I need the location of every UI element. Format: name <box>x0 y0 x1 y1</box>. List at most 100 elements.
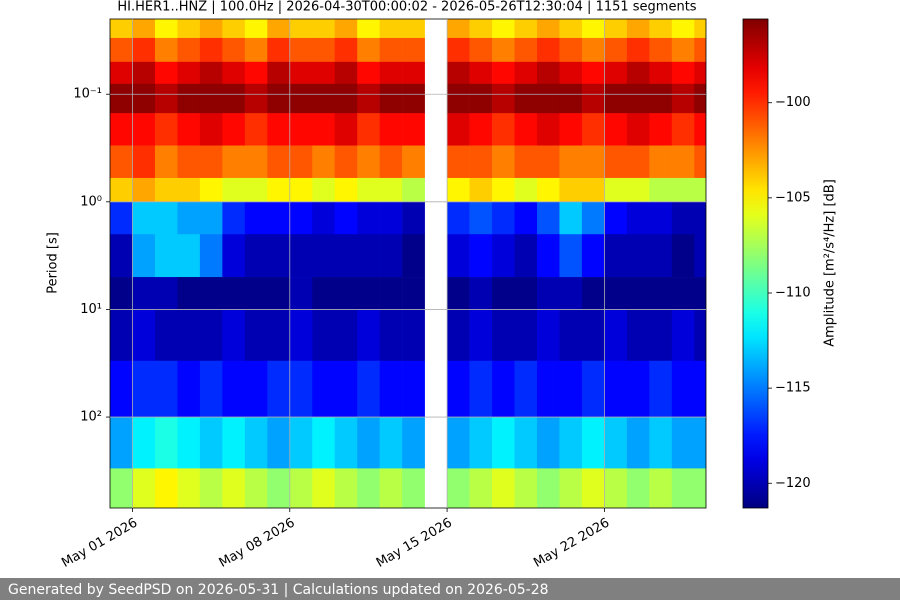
y-tick-label: 10² <box>80 410 102 425</box>
cell <box>581 360 605 418</box>
cell <box>492 113 515 146</box>
cell <box>132 113 156 146</box>
cell <box>581 234 605 278</box>
cell <box>469 145 493 179</box>
footer-text: Generated by SeedPSD on 2026-05-31 | Cal… <box>8 582 549 598</box>
cell <box>177 360 201 418</box>
x-tick-label: May 01 2026 <box>59 516 140 571</box>
cell <box>559 234 583 278</box>
cell <box>132 234 156 278</box>
cell <box>222 61 246 85</box>
cell <box>626 19 650 39</box>
cell <box>289 83 313 114</box>
cell <box>222 468 246 508</box>
cell <box>177 309 201 362</box>
cell <box>334 145 358 179</box>
cell <box>559 309 583 362</box>
cell <box>177 113 201 146</box>
cell <box>379 19 403 39</box>
cell <box>110 37 133 63</box>
cell <box>334 19 358 39</box>
cell <box>267 468 291 508</box>
cell <box>199 417 223 469</box>
x-tick-label: May 15 2026 <box>374 516 455 571</box>
plot-frame <box>109 18 707 509</box>
cell <box>581 83 605 114</box>
cell <box>110 113 133 146</box>
cell <box>649 145 673 179</box>
cell <box>312 201 336 235</box>
cell <box>559 145 583 179</box>
cell <box>289 417 313 469</box>
cell <box>267 61 291 85</box>
cell <box>132 177 156 203</box>
cell <box>110 360 133 418</box>
cell <box>334 83 358 114</box>
cell <box>671 309 695 362</box>
cell <box>649 113 673 146</box>
cell <box>199 145 223 179</box>
cell <box>694 145 706 179</box>
cell <box>671 83 695 114</box>
cell <box>626 417 650 469</box>
cell <box>289 145 313 179</box>
cell <box>357 277 380 310</box>
cell <box>154 309 178 362</box>
cell <box>559 113 583 146</box>
cell <box>649 201 673 235</box>
cell <box>649 234 673 278</box>
cell <box>267 83 291 114</box>
cell <box>199 37 223 63</box>
cell <box>357 61 380 85</box>
cell <box>154 61 178 85</box>
cell <box>244 145 268 179</box>
cell <box>604 417 628 469</box>
cell <box>536 201 560 235</box>
cell <box>626 83 650 114</box>
cell <box>334 277 358 310</box>
cell <box>402 145 425 179</box>
cell <box>604 277 628 310</box>
cell <box>222 417 246 469</box>
cell <box>559 468 583 508</box>
cell <box>154 417 178 469</box>
cell <box>514 177 538 203</box>
cell <box>312 417 336 469</box>
cell <box>177 177 201 203</box>
cell <box>110 277 133 310</box>
cell <box>267 37 291 63</box>
cell <box>492 201 515 235</box>
cell <box>559 61 583 85</box>
cell <box>357 177 380 203</box>
cell <box>222 145 246 179</box>
cell <box>357 234 380 278</box>
cell <box>447 19 470 39</box>
cell <box>357 113 380 146</box>
cell <box>379 61 403 85</box>
cell <box>447 360 470 418</box>
cell <box>267 417 291 469</box>
cell <box>267 277 291 310</box>
cell <box>581 309 605 362</box>
cell <box>132 309 156 362</box>
cell <box>154 234 178 278</box>
spectrogram <box>110 19 706 508</box>
cell <box>626 277 650 310</box>
cell <box>267 145 291 179</box>
cell <box>581 145 605 179</box>
y-tick-label: 10¹ <box>80 302 102 317</box>
cell <box>536 468 560 508</box>
colorbar <box>742 18 769 509</box>
colorbar-tick-label: −100 <box>775 95 811 110</box>
cell <box>334 234 358 278</box>
cell <box>604 468 628 508</box>
cell <box>447 145 470 179</box>
cell <box>469 234 493 278</box>
cell <box>334 417 358 469</box>
cell <box>469 19 493 39</box>
cell <box>402 234 425 278</box>
cell <box>267 177 291 203</box>
cell <box>379 37 403 63</box>
cell <box>581 277 605 310</box>
cell <box>244 113 268 146</box>
